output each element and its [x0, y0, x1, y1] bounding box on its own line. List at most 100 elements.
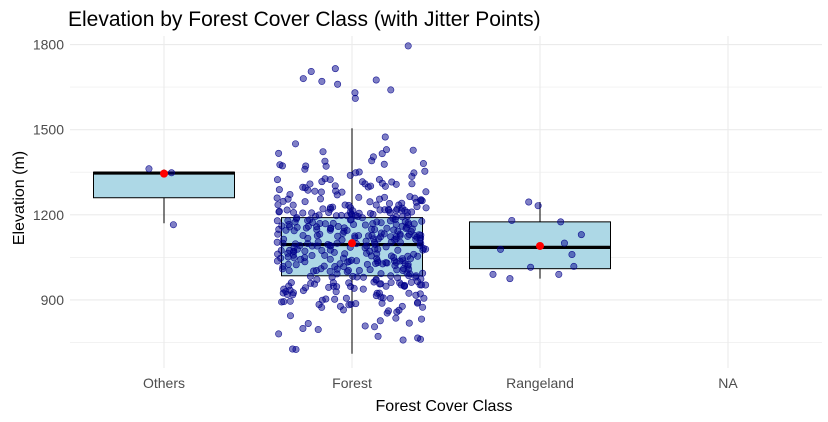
- jitter-point: [527, 263, 535, 271]
- jitter-point: [387, 86, 395, 94]
- jitter-point: [417, 239, 425, 247]
- jitter-point: [299, 209, 307, 217]
- jitter-point: [373, 250, 381, 258]
- jitter-point: [327, 225, 335, 233]
- jitter-point: [319, 205, 327, 213]
- jitter-point: [307, 67, 315, 75]
- jitter-point: [363, 242, 371, 250]
- jitter-point: [308, 252, 316, 260]
- jitter-point: [377, 270, 385, 278]
- mean-point: [536, 241, 544, 250]
- jitter-point: [279, 262, 287, 270]
- jitter-point: [332, 212, 340, 220]
- jitter-point: [413, 203, 421, 211]
- jitter-point: [318, 77, 326, 85]
- jitter-point: [280, 298, 288, 306]
- jitter-point: [382, 243, 390, 251]
- jitter-point: [301, 184, 309, 192]
- jitter-point: [339, 254, 347, 262]
- jitter-point: [359, 285, 367, 293]
- jitter-point: [301, 198, 309, 206]
- jitter-point: [422, 188, 430, 196]
- jitter-point: [313, 223, 321, 231]
- jitter-point: [381, 133, 389, 141]
- jitter-point: [346, 171, 354, 179]
- jitter-point: [278, 162, 286, 170]
- jitter-point: [419, 303, 427, 311]
- jitter-point: [340, 263, 348, 271]
- jitter-point: [317, 188, 325, 196]
- jitter-point: [372, 276, 380, 284]
- y-tick-label: 1800: [33, 37, 64, 53]
- jitter-point: [352, 300, 360, 308]
- jitter-point: [560, 239, 568, 247]
- x-axis-title: Forest Cover Class: [376, 398, 513, 415]
- y-tick-label: 1500: [33, 122, 64, 138]
- y-tick-labels: 900 1200 1500 1800: [33, 37, 64, 308]
- jitter-point: [395, 306, 403, 314]
- jitter-point: [333, 265, 341, 273]
- jitter-point: [373, 257, 381, 265]
- jitter-point: [422, 281, 430, 289]
- jitter-point: [369, 210, 377, 218]
- jitter-point: [380, 160, 388, 168]
- jitter-point: [275, 186, 283, 194]
- jitter-point: [377, 233, 385, 241]
- jitter-point: [392, 220, 400, 228]
- jitter-point: [506, 275, 514, 283]
- jitter-point: [292, 261, 300, 269]
- jitter-point: [401, 218, 409, 226]
- jitter-point: [361, 221, 369, 229]
- jitter-point: [334, 80, 342, 88]
- jitter-point: [340, 227, 348, 235]
- jitter-point: [405, 289, 413, 297]
- jitter-point: [277, 246, 285, 254]
- jitter-point: [314, 326, 322, 334]
- jitter-point: [422, 204, 430, 212]
- jitter-point: [290, 209, 298, 217]
- jitter-point: [508, 216, 516, 224]
- jitter-point: [421, 167, 429, 175]
- jitter-point: [411, 231, 419, 239]
- jitter-point: [301, 247, 309, 255]
- jitter-point: [404, 261, 412, 269]
- jitter-point: [376, 195, 384, 203]
- jitter-point: [286, 312, 294, 320]
- jitter-point: [299, 231, 307, 239]
- jitter-point: [404, 42, 412, 50]
- jitter-point: [347, 204, 355, 212]
- x-tick-labels: Others Forest Rangeland NA: [143, 375, 738, 391]
- mean-points: [160, 169, 544, 250]
- jitter-point: [284, 217, 292, 225]
- jitter-point: [286, 297, 294, 305]
- jitter-point: [419, 269, 427, 277]
- jitter-point: [392, 207, 400, 215]
- jitter-point: [355, 209, 363, 217]
- jitter-point: [396, 257, 404, 265]
- jitter-point: [292, 345, 300, 353]
- jitter-point: [525, 198, 533, 206]
- jitter-point: [555, 270, 563, 278]
- jitter-point: [292, 215, 300, 223]
- jitter-point: [273, 238, 281, 246]
- jitter-point: [317, 195, 325, 203]
- jitter-point: [333, 239, 341, 247]
- jitter-point: [376, 206, 384, 214]
- jitter-point: [363, 260, 371, 268]
- jitter-point: [418, 217, 426, 225]
- jitter-point: [283, 206, 291, 214]
- jitter-point: [304, 217, 312, 225]
- jitter-point: [408, 180, 416, 188]
- jitter-point: [326, 204, 334, 212]
- jitter-point: [414, 252, 422, 260]
- jitter-point: [321, 157, 329, 165]
- jitter-point: [386, 294, 394, 302]
- jitter-point: [388, 178, 396, 186]
- jitter-point: [363, 249, 371, 257]
- jitter-point: [412, 272, 420, 280]
- jitter-point: [355, 168, 363, 176]
- jitter-point: [349, 272, 357, 280]
- jitter-point: [497, 245, 505, 253]
- jitter-point: [145, 165, 153, 173]
